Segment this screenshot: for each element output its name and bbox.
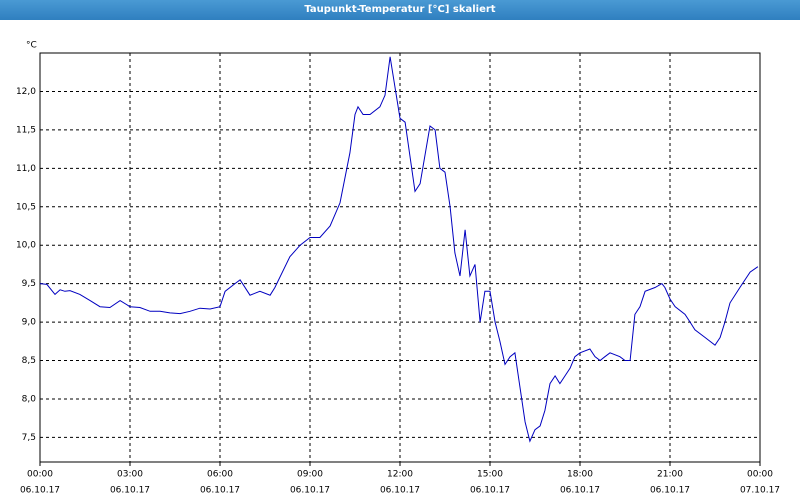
y-tick-label: 9,0 xyxy=(22,318,37,328)
x-tick-label: 18:00 xyxy=(567,470,593,480)
y-tick-label: 10,5 xyxy=(16,202,36,212)
x-tick-label: 03:00 xyxy=(117,470,143,480)
x-tick-label: 09:00 xyxy=(297,470,323,480)
x-tick-date: 06.10.17 xyxy=(380,486,420,496)
y-tick-label: 11,0 xyxy=(16,164,36,174)
x-tick-date: 06.10.17 xyxy=(20,486,60,496)
y-tick-label: 8,0 xyxy=(22,394,37,404)
y-tick-label: 11,5 xyxy=(16,125,36,135)
x-tick-date: 06.10.17 xyxy=(290,486,330,496)
x-tick-label: 15:00 xyxy=(477,470,503,480)
x-tick-date: 06.10.17 xyxy=(110,486,150,496)
x-tick-label: 00:00 xyxy=(27,470,53,480)
x-tick-date: 07.10.17 xyxy=(740,486,780,496)
y-tick-label: 9,5 xyxy=(22,279,36,289)
x-tick-label: 12:00 xyxy=(387,470,413,480)
x-tick-label: 06:00 xyxy=(207,470,233,480)
title-bar: Taupunkt-Temperatur [°C] skaliert xyxy=(0,0,800,20)
x-tick-date: 06.10.17 xyxy=(650,486,690,496)
x-tick-date: 06.10.17 xyxy=(470,486,510,496)
x-tick-date: 06.10.17 xyxy=(200,486,240,496)
x-tick-date: 06.10.17 xyxy=(560,486,600,496)
data-line xyxy=(39,56,759,443)
x-tick-label: 00:00 xyxy=(747,470,773,480)
x-tick-label: 21:00 xyxy=(657,470,683,480)
y-tick-label: 8,5 xyxy=(22,356,36,366)
y-tick-label: 7,5 xyxy=(22,433,36,443)
y-unit: °C xyxy=(26,41,37,51)
y-tick-label: 12,0 xyxy=(16,87,36,97)
y-tick-label: 10,0 xyxy=(16,241,36,251)
